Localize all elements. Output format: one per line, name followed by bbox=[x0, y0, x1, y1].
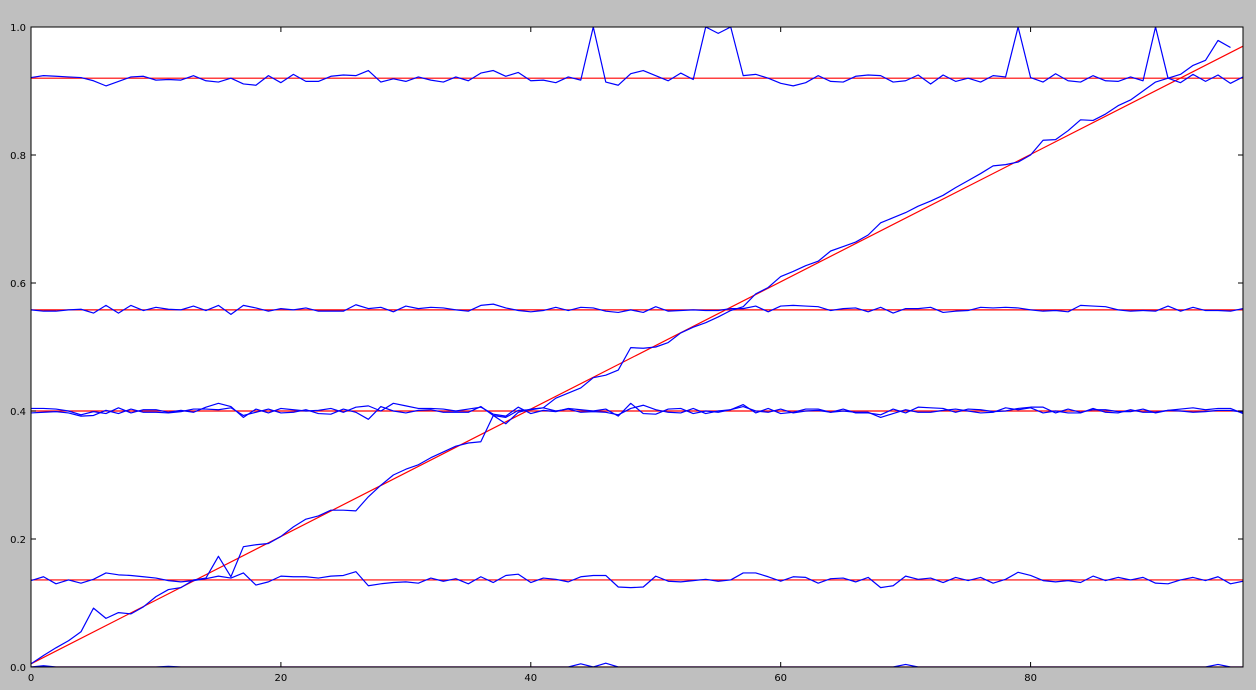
x-tick-label: 0 bbox=[28, 673, 34, 684]
y-tick-label: 0.0 bbox=[10, 663, 26, 674]
y-tick-label: 0.4 bbox=[10, 407, 26, 418]
series-line-5 bbox=[31, 571, 1243, 589]
tick-labels: 0 20 40 60 80 0.0 0.2 0.4 0.6 0.8 1.0 bbox=[10, 23, 1037, 684]
y-tick-label: 0.6 bbox=[10, 279, 26, 290]
y-tick-label: 0.2 bbox=[10, 535, 26, 546]
series-line-2 bbox=[31, 303, 1243, 315]
reference-line-6 bbox=[31, 45, 1243, 665]
y-tick-label: 0.8 bbox=[10, 151, 26, 162]
y-tick-label: 1.0 bbox=[10, 23, 26, 34]
series-line-6 bbox=[31, 39, 1231, 665]
tick-marks bbox=[30, 26, 1243, 668]
x-tick-label: 20 bbox=[275, 673, 288, 684]
x-tick-label: 80 bbox=[1024, 673, 1037, 684]
series-line-3 bbox=[31, 402, 1243, 418]
series-layer bbox=[31, 27, 1243, 667]
reference-lines bbox=[31, 45, 1243, 667]
x-tick-label: 60 bbox=[774, 673, 787, 684]
series-line-4 bbox=[31, 404, 1243, 420]
axes-frame bbox=[30, 26, 1244, 668]
series-line-1 bbox=[31, 27, 1243, 87]
x-tick-label: 40 bbox=[524, 673, 537, 684]
